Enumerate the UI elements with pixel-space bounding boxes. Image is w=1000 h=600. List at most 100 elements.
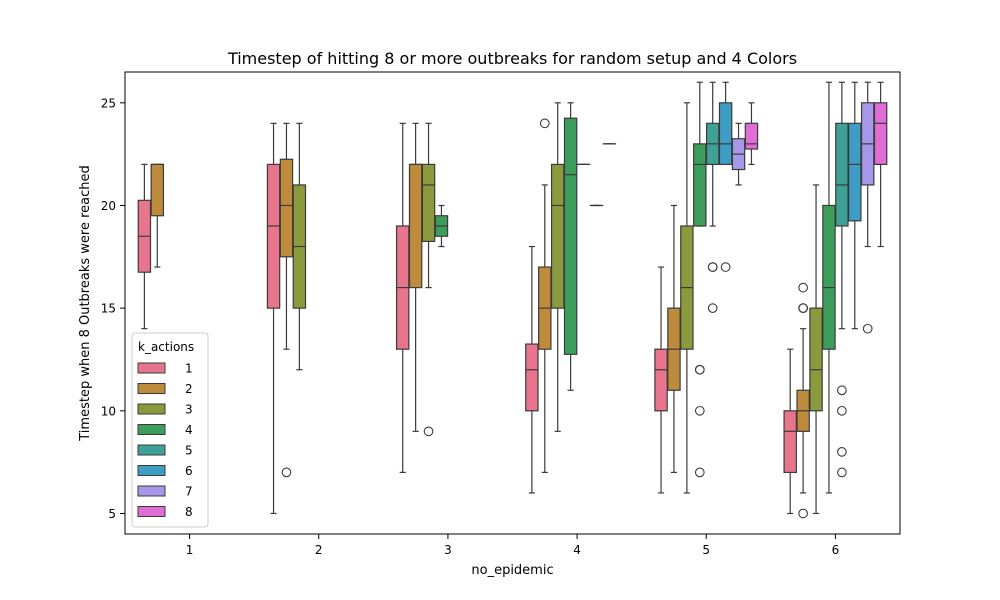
iqr-box (835, 122, 849, 227)
legend-label: 6 (185, 464, 193, 478)
outlier-point (798, 303, 808, 313)
iqr-box (421, 163, 436, 242)
outlier-point (798, 282, 808, 293)
outlier-point (837, 467, 847, 478)
box-cat1-k1 (137, 163, 152, 330)
box-cat6-k8 (873, 81, 888, 248)
box-cat4-k4 (563, 102, 578, 391)
box-cat6-k6 (848, 81, 862, 330)
legend-swatch (137, 444, 166, 456)
iqr-box (744, 122, 759, 150)
y-axis: 5 10 15 20 25 (101, 96, 125, 521)
legend-label: 2 (185, 382, 193, 396)
box-cat5-k1 (654, 266, 668, 494)
legend-label: 5 (185, 444, 193, 458)
iqr-box (809, 307, 823, 412)
legend: k_actions 1 2 3 4 5 6 7 8 (131, 332, 209, 528)
legend-label: 8 (185, 505, 193, 519)
outlier-point (694, 364, 705, 375)
legend-title: k_actions (138, 340, 194, 354)
iqr-box (873, 102, 888, 166)
legend-swatch (137, 362, 166, 374)
x-tick-label: 4 (573, 543, 581, 557)
box-cat6-k1 (783, 348, 797, 515)
iqr-box (550, 163, 565, 309)
outlier-point (707, 303, 718, 313)
iqr-box (654, 348, 668, 412)
iqr-box (693, 143, 707, 227)
box-cat6-k5 (835, 81, 849, 478)
box-cat3-k3 (421, 122, 436, 437)
box-cat3-k4 (434, 204, 449, 248)
y-tick-label: 25 (101, 96, 116, 110)
y-tick-label: 20 (101, 199, 116, 213)
box-cat3-k1 (395, 122, 410, 473)
box-cat1-k2 (150, 163, 165, 268)
legend-item-7: 7 (137, 485, 193, 499)
legend-item-4: 4 (137, 423, 193, 437)
box-cat4-k2 (538, 118, 552, 473)
box-cat5-k5 (705, 81, 720, 313)
box-cat2-k3 (292, 122, 307, 371)
y-tick-label: 5 (108, 507, 116, 521)
y-tick-label: 10 (101, 404, 116, 418)
plot-area (137, 81, 888, 519)
box-cat5-k4 (693, 81, 707, 478)
iqr-box (279, 158, 294, 258)
x-tick-label: 2 (315, 543, 323, 557)
box-cat5-k8 (744, 102, 759, 165)
outlier-point (862, 323, 873, 334)
x-tick-label: 5 (702, 543, 710, 557)
outlier-point (837, 385, 847, 396)
legend-swatch (137, 506, 166, 517)
outlier-point (539, 118, 550, 129)
outlier-point (281, 467, 292, 478)
legend-item-2: 2 (137, 382, 193, 396)
legend-swatch (137, 403, 166, 415)
iqr-box (822, 204, 836, 350)
box-cat6-k7 (860, 81, 875, 334)
outlier-point (694, 405, 705, 416)
y-axis-label: Timestep when 8 Outbreaks were reached (78, 165, 93, 441)
box-cat6-k3 (809, 184, 823, 515)
outlier-point (837, 447, 847, 457)
outlier-point (707, 262, 718, 272)
chart-title: Timestep of hitting 8 or more outbreaks … (227, 49, 797, 68)
x-tick-label: 6 (832, 543, 840, 557)
legend-swatch (137, 424, 166, 435)
box-cat5-k7 (731, 122, 746, 186)
box-cat6-k4 (822, 81, 836, 494)
legend-label: 7 (185, 485, 193, 499)
legend-item-3: 3 (137, 403, 193, 417)
iqr-box (563, 117, 578, 355)
iqr-box (525, 343, 539, 412)
box-cat6-k2 (796, 282, 810, 519)
iqr-box (408, 163, 423, 289)
legend-swatch (137, 485, 166, 497)
x-tick-label: 1 (186, 543, 194, 557)
legend-swatch (137, 383, 166, 394)
iqr-box (718, 102, 733, 166)
x-tick-label: 3 (444, 543, 452, 557)
iqr-box (150, 163, 165, 217)
legend-item-1: 1 (137, 362, 193, 376)
legend-swatch (137, 465, 166, 476)
legend-label: 3 (185, 403, 193, 417)
legend-box (131, 332, 209, 528)
axes-frame (124, 71, 901, 535)
iqr-box (266, 163, 281, 309)
box-cat3-k2 (408, 122, 423, 432)
box-cat4-k3 (550, 102, 565, 432)
box-cat5-k6 (718, 81, 733, 272)
legend-label: 4 (185, 423, 193, 437)
outlier-point (694, 467, 705, 478)
box-cat2-k2 (279, 122, 294, 478)
outlier-point (798, 508, 808, 519)
box-cat5-k3 (680, 102, 694, 494)
legend-item-5: 5 (137, 444, 193, 458)
box-cat5-k2 (667, 204, 681, 473)
box-cat4-k1 (525, 245, 539, 494)
y-tick-label: 15 (101, 302, 116, 316)
x-axis-label: no_epidemic (471, 563, 553, 578)
